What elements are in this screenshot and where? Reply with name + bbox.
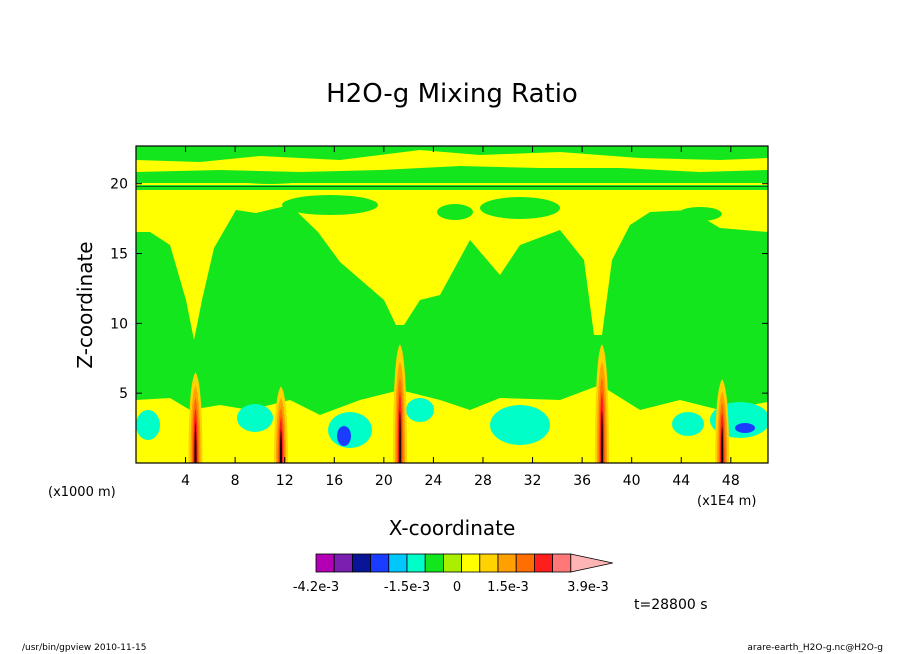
column-cores [188, 344, 730, 463]
x-axis: 4 8 12 16 20 24 28 32 36 40 44 48 [181, 146, 740, 489]
band-green-pocket [480, 197, 560, 219]
top-green-pocket [230, 172, 310, 184]
x-tick-label: 20 [375, 473, 393, 489]
column-core-band [721, 425, 724, 463]
y-tick-label: 5 [119, 386, 128, 402]
colorbar-arrow [570, 553, 613, 573]
upper-yellow-band [136, 190, 768, 340]
colorbar-swatch [552, 553, 572, 573]
column-core-band [600, 409, 603, 463]
x-tick-label: 28 [474, 473, 492, 489]
band-green-pocket [437, 204, 473, 220]
colorbar-swatch [461, 553, 481, 573]
band-green-pocket [678, 207, 722, 221]
cyan-pool [136, 410, 160, 440]
colorbar-swatch [333, 553, 353, 573]
x-unit-left: (x1000 m) [48, 485, 116, 500]
colorbar-swatch [370, 553, 390, 573]
x-tick-label: 36 [573, 473, 591, 489]
column-core-band [279, 428, 282, 463]
x-tick-label: 48 [722, 473, 740, 489]
colorbar-swatch [351, 553, 371, 573]
x-tick-label: 16 [325, 473, 343, 489]
colorbar-label: -1.5e-3 [384, 580, 430, 595]
colorbar-label: 1.5e-3 [487, 580, 529, 595]
cyan-pool [328, 412, 372, 448]
x-tick-label: 8 [231, 473, 240, 489]
colorbar-swatch [388, 553, 408, 573]
blue-core [337, 426, 351, 446]
colorbar-label: 3.9e-3 [567, 580, 609, 595]
band-line [136, 183, 768, 185]
x-tick-label: 32 [524, 473, 542, 489]
lower-yellow [136, 385, 768, 463]
time-label: t=28800 s [634, 597, 708, 613]
x-tick-label: 12 [276, 473, 294, 489]
blue-core [735, 423, 755, 433]
colorbar-swatch [534, 553, 554, 573]
x-tick-label: 24 [424, 473, 442, 489]
y-tick-label: 15 [110, 247, 128, 263]
colorbar-swatch [515, 553, 535, 573]
cyan-pool [490, 405, 550, 445]
top-green-pocket [434, 170, 506, 182]
colorbar-swatch [406, 553, 426, 573]
top-yellow-streak [136, 150, 768, 172]
plot-frame [135, 145, 769, 464]
colorbar-swatch [497, 553, 517, 573]
column-core-band [194, 422, 197, 463]
cyan-pool [672, 412, 704, 436]
x-axis-label: X-coordinate [389, 516, 516, 540]
y-tick-label: 10 [110, 316, 128, 332]
footer-right: arare-earth_H2O-g.nc@H2O-g [747, 643, 883, 653]
column-core-band [398, 409, 401, 463]
colorbar-swatch [479, 553, 499, 573]
colorbar-swatch [442, 553, 462, 573]
cyan-pool [237, 404, 273, 432]
chart-title: H2O-g Mixing Ratio [326, 79, 578, 109]
colorbar-label: -4.2e-3 [293, 580, 339, 595]
colorbar [315, 553, 613, 573]
y-axis-label: Z-coordinate [73, 241, 97, 368]
x-tick-label: 44 [672, 473, 690, 489]
band-line [136, 186, 768, 187]
colorbar-swatch [424, 553, 444, 573]
x-tick-label: 40 [623, 473, 641, 489]
top-green-pocket [584, 171, 656, 183]
x-unit-right: (x1E4 m) [697, 494, 756, 509]
colorbar-labels: -4.2e-3 -1.5e-3 0 1.5e-3 3.9e-3 [293, 580, 609, 595]
footer-left: /usr/bin/gpview 2010-11-15 [22, 643, 146, 653]
y-tick-label: 20 [110, 177, 128, 193]
y-axis: 5 10 15 20 [110, 177, 768, 402]
band-green-pocket [282, 195, 378, 215]
cyan-pool [406, 398, 434, 422]
x-tick-label: 4 [181, 473, 190, 489]
contour-field [136, 146, 768, 463]
colorbar-label: 0 [453, 580, 461, 595]
colorbar-swatch [315, 553, 335, 573]
